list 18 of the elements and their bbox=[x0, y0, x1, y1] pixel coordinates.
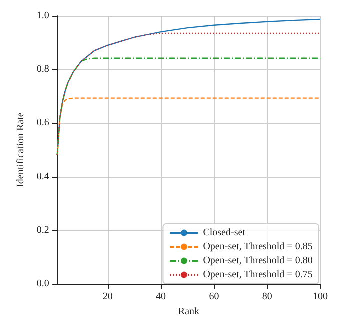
y-tick-label: 0.8 bbox=[36, 64, 50, 76]
x-tick-label: 100 bbox=[313, 292, 328, 303]
legend-label: Closed-set bbox=[203, 228, 246, 238]
x-tick-label: 40 bbox=[156, 292, 166, 303]
y-tick-label: 0.0 bbox=[36, 278, 50, 290]
y-tick-label: 1.0 bbox=[36, 10, 50, 22]
x-tick-label: 80 bbox=[262, 292, 272, 303]
y-tick-label: 0.6 bbox=[36, 118, 50, 129]
line-series bbox=[56, 58, 322, 156]
x-tick-label: 20 bbox=[102, 292, 113, 303]
legend-label: Open-set, Threshold = 0.85 bbox=[203, 242, 313, 252]
y-tick-label: 0.4 bbox=[36, 171, 50, 182]
x-axis-title: Rank bbox=[178, 306, 200, 318]
x-tick-label: 60 bbox=[209, 292, 220, 303]
y-tick-label: 0.2 bbox=[36, 224, 50, 236]
y-axis-title: Identification Rate bbox=[16, 112, 26, 188]
legend-label: Open-set, Threshold = 0.75 bbox=[203, 270, 313, 280]
legend-label: Open-set, Threshold = 0.80 bbox=[203, 256, 313, 266]
